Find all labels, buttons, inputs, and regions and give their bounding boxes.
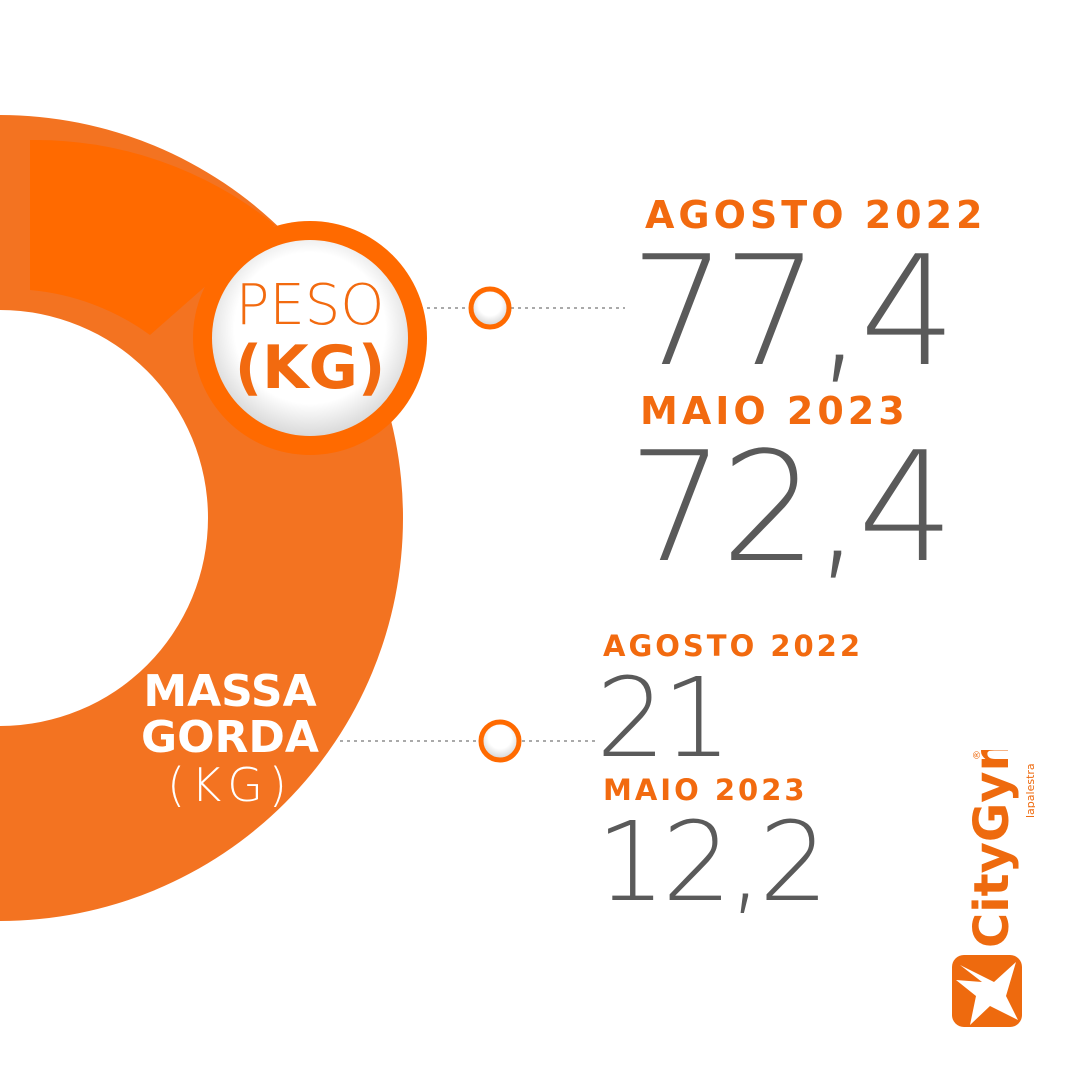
peso-value-2: 72,4: [628, 419, 954, 596]
logo-subtext: lapalestra: [1024, 763, 1035, 818]
peso-period-1: AGOSTO 2022: [645, 193, 987, 237]
peso-marker: [468, 286, 512, 330]
massa-value-2: 12,2: [596, 798, 829, 926]
peso-period-2: MAIO 2023: [640, 389, 909, 433]
logo-registered-mark: ®: [972, 750, 983, 760]
logo-text: CityGym: [964, 750, 1020, 948]
massa-unit: (KG): [167, 758, 293, 812]
citygym-logo: CityGym lapalestra ®: [950, 721, 1037, 1030]
massa-title-line1: MASSA: [143, 666, 317, 717]
peso-unit: (KG): [234, 333, 386, 403]
peso-value-1: 77,4: [630, 223, 956, 400]
massa-title-line2: GORDA: [141, 712, 319, 763]
massa-value-1: 21: [596, 654, 732, 782]
peso-badge-inner: [212, 240, 408, 436]
peso-title: PESO: [235, 273, 385, 338]
star-icon: [956, 962, 1018, 1025]
massa-marker: [478, 719, 522, 763]
ring-highlight-band: [30, 139, 275, 335]
massa-period-2: MAIO 2023: [603, 773, 808, 807]
massa-period-1: AGOSTO 2022: [603, 629, 864, 663]
